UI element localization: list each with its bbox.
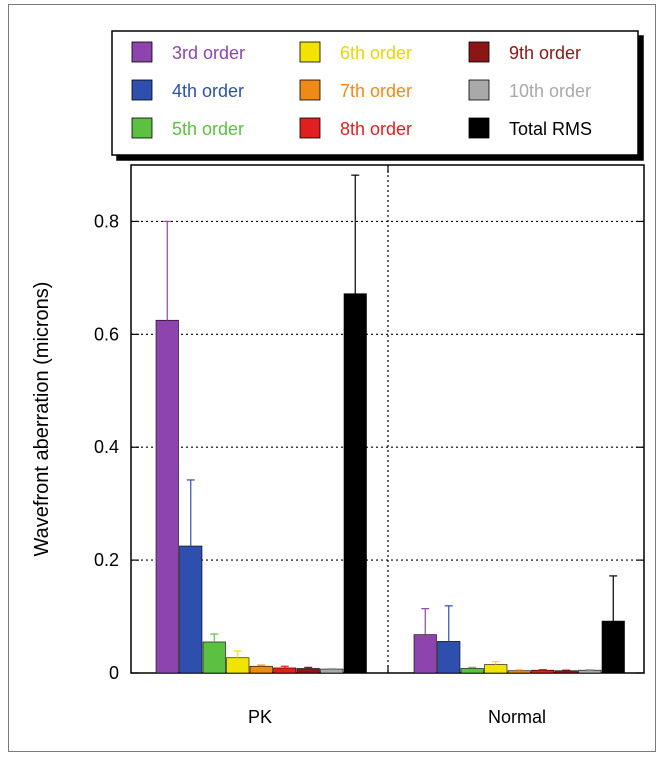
- bar-4th-order: [179, 545, 203, 674]
- y-tick-label: 0: [109, 663, 119, 683]
- bar-7th-order: [507, 670, 531, 674]
- legend-label: 6th order: [340, 43, 412, 63]
- bar-3rd-order: [413, 634, 437, 674]
- y-tick-label: 0.8: [94, 211, 119, 231]
- legend-swatch: [468, 117, 490, 139]
- bar-8th-order: [531, 669, 555, 674]
- bar-5th-order: [202, 641, 226, 674]
- legend-label: 5th order: [172, 119, 244, 139]
- legend-swatch: [131, 117, 153, 139]
- x-tick-label: Normal: [488, 707, 546, 727]
- legend-label: 3rd order: [172, 43, 245, 63]
- y-tick-label: 0.4: [94, 437, 119, 457]
- legend-label: 7th order: [340, 81, 412, 101]
- y-axis-title: Wavefront aberration (microns): [31, 282, 53, 557]
- legend-label: 8th order: [340, 119, 412, 139]
- bar-10th-order: [578, 669, 602, 674]
- bar-4th-order: [437, 641, 461, 674]
- bar-7th-order: [249, 665, 273, 674]
- bar-5th-order: [460, 668, 484, 674]
- bar-total-rms: [343, 293, 367, 674]
- legend: 3rd order 4th order 5th order 6th order 7th …: [111, 30, 639, 156]
- plot-area: [130, 164, 645, 674]
- bar-8th-order: [273, 667, 297, 674]
- legend-label: 10th order: [509, 81, 591, 101]
- legend-swatch: [299, 117, 321, 139]
- x-axis: PK Normal: [248, 165, 546, 727]
- y-tick-label: 0.6: [94, 324, 119, 344]
- bar-3rd-order: [155, 319, 179, 674]
- y-tick-label: 0.2: [94, 550, 119, 570]
- legend-swatch: [131, 79, 153, 101]
- y-axis: 0 0.2 0.4 0.6 0.8: [94, 211, 644, 683]
- x-tick-label: PK: [248, 707, 272, 727]
- legend-swatch: [468, 79, 490, 101]
- bar-9th-order: [554, 670, 578, 674]
- figure-frame: [8, 4, 656, 752]
- bar-9th-order: [296, 668, 320, 674]
- legend-swatch: [131, 41, 153, 63]
- bar-total-rms: [601, 620, 625, 674]
- legend-swatch: [299, 41, 321, 63]
- bar-6th-order: [484, 664, 508, 674]
- legend-swatch: [299, 79, 321, 101]
- legend-label: Total RMS: [509, 119, 592, 139]
- legend-label: 4th order: [172, 81, 244, 101]
- legend-label: 9th order: [509, 43, 581, 63]
- legend-swatch: [468, 41, 490, 63]
- bar-10th-order: [320, 668, 344, 674]
- bar-6th-order: [226, 657, 250, 674]
